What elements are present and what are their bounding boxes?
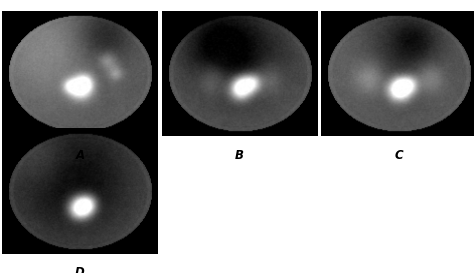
Text: A: A (75, 149, 85, 162)
Text: C: C (394, 149, 403, 162)
Text: B: B (235, 149, 244, 162)
Text: D: D (75, 266, 85, 273)
